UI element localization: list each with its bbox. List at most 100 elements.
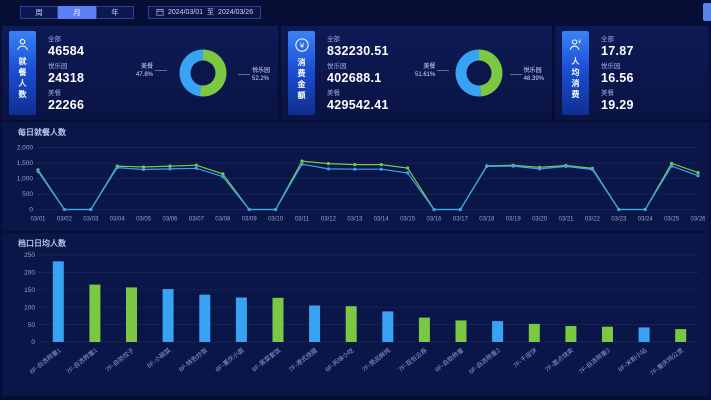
- data-point[interactable]: [696, 174, 700, 178]
- svg-text:250: 250: [24, 252, 35, 259]
- svg-text:6F-自助称重: 6F-自助称重: [434, 346, 466, 373]
- data-point[interactable]: [326, 167, 330, 171]
- data-point[interactable]: [300, 162, 304, 166]
- partial-right-edge-element: [703, 3, 711, 21]
- data-point[interactable]: [564, 164, 568, 168]
- bar-6F-自选称重2[interactable]: [492, 321, 504, 342]
- data-point[interactable]: [36, 169, 40, 173]
- svg-text:7F-营品鲜炖: 7F-营品鲜炖: [360, 346, 392, 373]
- line-chart-svg: 0 500 1,000 1,500 2,000 03/01 03/02 03/03 03/04 0…: [17, 145, 705, 223]
- stat-label: 全部: [48, 36, 61, 43]
- svg-text:6F-蒸菜套饭: 6F-蒸菜套饭: [250, 346, 282, 373]
- stat-value: 46584: [48, 44, 85, 58]
- svg-text:0: 0: [29, 207, 33, 214]
- stall-bar-chart: 0 50 100 150 200 250 6F-自选称重1 7F-自选称重1 7F-自助饺子 6F…: [6, 246, 705, 395]
- data-point[interactable]: [432, 207, 436, 212]
- svg-text:7F-港式烧腊: 7F-港式烧腊: [287, 346, 319, 373]
- bar-7F-重庆鸡公煲[interactable]: [675, 329, 687, 342]
- stat-row: 美餐 19.29: [601, 87, 687, 112]
- data-point[interactable]: [511, 164, 515, 168]
- bar-7F-面点烧卖[interactable]: [565, 326, 577, 342]
- svg-text:7F-自选称重1: 7F-自选称重1: [65, 346, 100, 376]
- data-point[interactable]: [89, 207, 93, 212]
- tab-月[interactable]: 月: [58, 5, 96, 19]
- svg-text:2,000: 2,000: [17, 145, 34, 152]
- data-point[interactable]: [485, 164, 489, 168]
- data-point[interactable]: [670, 161, 674, 165]
- bar-7F-现包云吞[interactable]: [418, 317, 430, 342]
- data-point[interactable]: [247, 207, 251, 212]
- data-point[interactable]: [300, 159, 304, 163]
- data-point[interactable]: [115, 166, 119, 170]
- svg-text:6F-自选称重1: 6F-自选称重1: [28, 346, 63, 376]
- svg-text:1,000: 1,000: [17, 176, 34, 183]
- stat-row: 悦乐园 16.56: [601, 60, 687, 85]
- bar-6F-米粉小站[interactable]: [638, 327, 650, 342]
- stat-row: 全部 17.87: [601, 33, 687, 58]
- stat-label: 全部: [327, 36, 340, 43]
- tab-年[interactable]: 年: [96, 5, 134, 19]
- bar-7F-港式烧腊[interactable]: [309, 305, 321, 343]
- bar-6F-蒸菜套饭[interactable]: [272, 297, 284, 342]
- data-point[interactable]: [353, 167, 357, 171]
- tab-周[interactable]: 周: [20, 5, 58, 19]
- data-point[interactable]: [538, 167, 542, 171]
- svg-text:03/08: 03/08: [215, 217, 231, 223]
- svg-text:03/04: 03/04: [110, 217, 126, 223]
- data-point[interactable]: [221, 175, 225, 179]
- stat-label: 美餐: [48, 90, 61, 97]
- topbar: 周月年 2024/03/01 至 2024/03/26: [0, 0, 711, 24]
- data-point[interactable]: [142, 165, 146, 169]
- donut-chart: 美餐 47.8% 悦乐园 52.2%: [134, 31, 271, 115]
- data-point[interactable]: [379, 163, 383, 167]
- data-point[interactable]: [353, 163, 357, 167]
- bar-7F-自助饺子[interactable]: [126, 287, 137, 342]
- date-range-picker[interactable]: 2024/03/01 至 2024/03/26: [148, 5, 262, 19]
- data-point[interactable]: [168, 167, 172, 171]
- svg-text:6F-特色炒饭: 6F-特色炒饭: [177, 346, 209, 373]
- data-point[interactable]: [617, 207, 621, 212]
- bar-6F-特色炒饭[interactable]: [199, 294, 211, 342]
- data-point[interactable]: [696, 171, 700, 175]
- bar-6F-自选称重1[interactable]: [52, 261, 64, 342]
- donut-label-blue: 美餐 51.61%: [415, 64, 450, 79]
- data-point[interactable]: [168, 164, 172, 168]
- data-point[interactable]: [590, 167, 595, 172]
- data-point[interactable]: [643, 207, 647, 212]
- data-point[interactable]: [406, 166, 410, 170]
- stat-value: 429542.41: [327, 98, 389, 112]
- bar-7F-自选称重1[interactable]: [89, 284, 101, 342]
- donut-label-blue: 美餐 47.8%: [136, 64, 168, 79]
- bar-6F-风味小吃[interactable]: [345, 306, 357, 342]
- svg-text:03/05: 03/05: [136, 217, 152, 223]
- donut-ring: [455, 49, 503, 97]
- data-point[interactable]: [194, 166, 198, 170]
- stat-value: 402688.1: [327, 71, 382, 85]
- data-point[interactable]: [62, 207, 66, 212]
- data-point[interactable]: [221, 172, 225, 176]
- data-point[interactable]: [406, 171, 410, 175]
- bar-6F-小碗菜[interactable]: [162, 289, 174, 342]
- bar-7F-营品鲜炖[interactable]: [382, 311, 394, 342]
- data-point[interactable]: [326, 162, 330, 166]
- donut-label-name: 悦乐园: [251, 68, 270, 74]
- bar-7F-千层饼[interactable]: [528, 323, 540, 342]
- svg-text:500: 500: [22, 191, 33, 198]
- data-point[interactable]: [274, 207, 278, 212]
- donut-label-name: 悦乐园: [523, 68, 542, 74]
- data-point[interactable]: [379, 167, 383, 171]
- bar-6F-重庆小面[interactable]: [235, 297, 247, 343]
- stat-label: 悦乐园: [327, 63, 347, 70]
- donut-label-name: 美餐: [141, 64, 154, 70]
- data-point[interactable]: [670, 164, 674, 168]
- bar-7F-自选称重2[interactable]: [602, 326, 613, 342]
- data-point[interactable]: [142, 167, 146, 172]
- data-point[interactable]: [458, 207, 462, 212]
- bar-chart-title: 档口日均人数: [18, 239, 66, 248]
- series-悦乐园: [37, 160, 699, 211]
- data-point[interactable]: [194, 163, 198, 167]
- kpi-row: 就餐人数 全部 46584 悦乐园 24318 美餐 22266 美餐 47.8% 悦乐园 52.2…: [0, 26, 711, 120]
- bar-6F-自助称重[interactable]: [455, 320, 467, 342]
- svg-text:03/20: 03/20: [532, 217, 548, 223]
- person-icon: [15, 37, 30, 52]
